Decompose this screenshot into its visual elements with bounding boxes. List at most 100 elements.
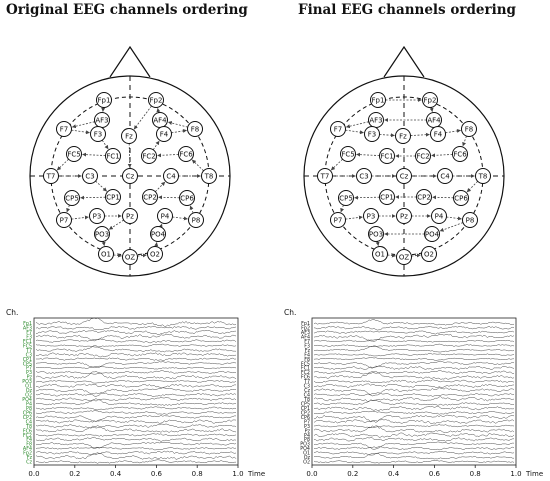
electrode-label: PO3 [95, 231, 109, 239]
electrode-t7: T7 [43, 168, 59, 184]
electrode-fc6: FC6 [452, 146, 468, 162]
electrode-c4: C4 [163, 168, 179, 184]
eeg-channel-label: C3 [26, 352, 32, 358]
electrode-p4: P4 [431, 208, 447, 224]
eeg-trace [313, 437, 515, 442]
eeg-plot-final: Ch.Fp1Fp2AF3AF4F7F3FzF4F8FC5FC1FC2FC6T7C… [284, 308, 543, 478]
eeg-channel-label: CP5 [23, 361, 32, 367]
sequence-arrow [56, 158, 69, 171]
eeg-channel-label: CP1 [23, 357, 32, 363]
eeg-channel-label: CP2 [301, 410, 310, 416]
x-tick-label: 0.4 [110, 470, 122, 478]
eeg-channel-label: P4 [304, 433, 310, 439]
sequence-arrow [152, 140, 160, 151]
electrode-label: Fp1 [372, 97, 385, 105]
electrode-label: CP6 [454, 195, 468, 203]
title-final-ordering: Final EEG channels ordering [298, 2, 516, 18]
eeg-trace [35, 379, 237, 384]
electrode-p7: P7 [330, 212, 346, 228]
sequence-arrow [387, 253, 396, 258]
electrode-t7: T7 [317, 168, 333, 184]
electrode-label: FC5 [67, 151, 80, 159]
eeg-trace [313, 441, 514, 450]
eeg-channel-label: Fz [27, 455, 33, 461]
eeg-trace [35, 410, 237, 415]
electrode-label: OZ [399, 254, 410, 262]
electrode-label: P3 [367, 213, 376, 221]
eeg-trace [313, 353, 515, 357]
sequence-arrow [71, 121, 95, 129]
sequence-arrow [445, 128, 461, 134]
sequence-arrow [345, 215, 363, 220]
eeg-trace [35, 365, 237, 370]
eeg-trace [35, 415, 236, 422]
eeg-trace [313, 330, 515, 335]
electrode-cp1: CP1 [105, 189, 121, 205]
eeg-channel-label: Fp2 [23, 451, 32, 457]
electrode-label: AF4 [153, 117, 167, 125]
eeg-trace [35, 398, 236, 406]
electrode-o1: O1 [372, 246, 388, 262]
electrode-label: C3 [85, 173, 94, 181]
eeg-axis-label: Ch. [6, 308, 18, 317]
electrode-label: CP1 [380, 194, 394, 202]
electrode-label: FC6 [453, 151, 467, 159]
eeg-trace [35, 333, 237, 342]
electrode-label: P3 [93, 213, 102, 221]
eeg-trace [313, 360, 515, 369]
electrode-label: P7 [60, 217, 69, 225]
electrode-label: O2 [150, 251, 160, 259]
electrode-label: F7 [60, 126, 68, 134]
eeg-channel-label: F7 [26, 330, 32, 336]
electrode-label: Pz [126, 213, 134, 221]
electrode-t8: T8 [201, 168, 217, 184]
eeg-channel-label: F3 [26, 334, 32, 340]
eeg-trace [313, 424, 515, 429]
electrode-po4: PO4 [424, 226, 440, 242]
electrode-f3: F3 [364, 126, 380, 142]
electrode-label: F3 [368, 131, 376, 139]
electrode-o1: O1 [98, 246, 114, 262]
x-tick-label: 0.0 [28, 470, 39, 478]
eeg-channel-label: F3 [304, 343, 310, 349]
electrode-cp5: CP5 [64, 190, 80, 206]
sequence-arrow [127, 143, 132, 168]
x-axis-label: Time [525, 470, 543, 478]
sequence-arrow [345, 121, 369, 129]
electrode-c3: C3 [356, 168, 372, 184]
sequence-arrow [133, 105, 152, 130]
eeg-trace [313, 396, 515, 402]
sequence-arrow [108, 219, 124, 230]
electrode-po4: PO4 [150, 226, 166, 242]
eeg-channel-label: AF3 [23, 326, 32, 332]
eeg-trace [35, 436, 237, 442]
eeg-trace [313, 453, 515, 460]
eeg-trace [35, 392, 237, 397]
sequence-arrow [429, 107, 434, 112]
electrode-label: AF3 [369, 117, 382, 125]
x-axis-label: Time [247, 470, 265, 478]
sequence-arrow [155, 181, 166, 192]
electrode-fc5: FC5 [66, 146, 82, 162]
eeg-channel-label: P8 [26, 406, 32, 412]
sequence-arrow [137, 253, 147, 258]
electrode-af3: AF3 [368, 112, 384, 128]
eeg-channel-label: T7 [25, 348, 32, 354]
eeg-channel-label: AF3 [301, 330, 310, 336]
electrode-label: PO4 [425, 231, 440, 239]
sequence-arrow [71, 215, 89, 220]
electrode-oz: OZ [396, 249, 412, 265]
electrode-pz: Pz [396, 208, 412, 224]
x-tick-label: 0.2 [69, 470, 80, 478]
electrode-fp1: Fp1 [370, 92, 386, 108]
electrode-label: O1 [101, 251, 111, 259]
electrode-label: FC6 [179, 151, 193, 159]
electrode-label: Fz [125, 133, 133, 141]
electrode-cp2: CP2 [142, 189, 158, 205]
eeg-trace [35, 370, 237, 375]
electrode-c4: C4 [437, 168, 453, 184]
eeg-trace [313, 370, 514, 375]
x-tick-label: 0.2 [347, 470, 358, 478]
eeg-trace [35, 325, 237, 330]
eeg-channel-label: Pz [27, 375, 33, 381]
